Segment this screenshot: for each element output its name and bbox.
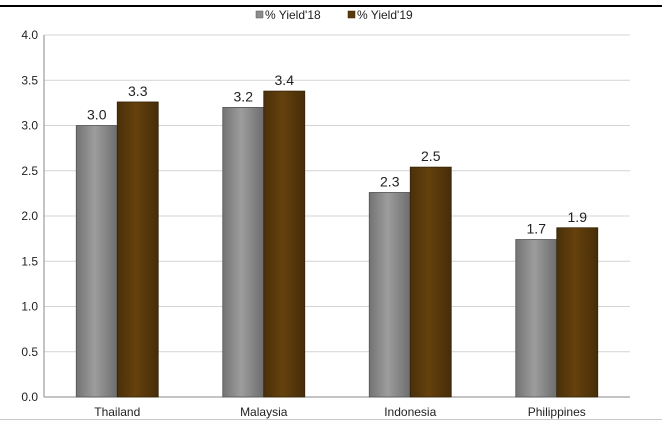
x-tick-label: Indonesia: [384, 405, 436, 419]
bar: [263, 90, 306, 398]
legend-swatch: [255, 10, 264, 19]
legend-label: % Yield'19: [357, 8, 413, 22]
legend-label: % Yield'18: [265, 8, 321, 22]
x-tick-label: Thailand: [94, 405, 140, 419]
bar: [116, 101, 159, 398]
x-tick-label: Malaysia: [240, 405, 288, 419]
bar: [409, 166, 452, 398]
data-label: 2.5: [421, 148, 441, 164]
bottom-rule: [0, 419, 662, 420]
bar: [368, 192, 411, 398]
y-tick-label: 2.0: [21, 209, 38, 223]
data-label: 3.4: [275, 72, 295, 88]
top-rule: [0, 5, 662, 7]
data-label: 3.0: [87, 107, 107, 123]
y-tick-label: 3.5: [21, 73, 38, 87]
y-tick-label: 0.0: [21, 390, 38, 404]
bar: [556, 227, 599, 398]
y-tick-label: 1.5: [21, 254, 38, 268]
x-tick-label: Philippines: [528, 405, 586, 419]
bar: [515, 239, 558, 398]
y-tick-label: 1.0: [21, 300, 38, 314]
data-label: 2.3: [380, 173, 400, 189]
data-label: 1.9: [568, 209, 588, 225]
y-tick-label: 0.5: [21, 345, 38, 359]
bar: [222, 107, 265, 398]
y-tick-label: 2.5: [21, 164, 38, 178]
data-label: 1.7: [527, 221, 547, 237]
data-label: 3.3: [128, 83, 148, 99]
legend-swatch: [347, 10, 356, 19]
y-tick-label: 3.0: [21, 119, 38, 133]
bar: [75, 125, 118, 398]
data-label: 3.2: [234, 88, 254, 104]
y-tick-label: 4.0: [21, 28, 38, 42]
